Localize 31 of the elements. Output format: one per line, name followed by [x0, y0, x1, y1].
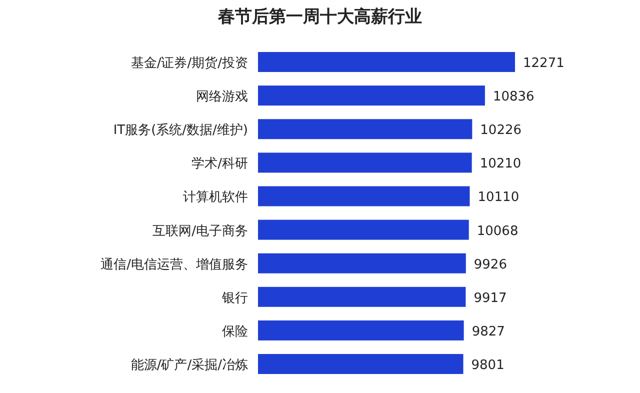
bar	[258, 152, 472, 173]
data-label: 9917	[474, 290, 507, 306]
bar	[258, 52, 515, 72]
bar	[258, 119, 472, 140]
bar	[258, 220, 469, 240]
bar	[258, 253, 466, 274]
chart-title: 春节后第一周十大高薪行业	[217, 7, 422, 27]
data-label: 9801	[471, 358, 504, 373]
data-label: 10068	[476, 224, 518, 239]
data-label: 12271	[523, 56, 564, 71]
data-label: 10110	[478, 190, 520, 206]
data-label: 10836	[492, 90, 534, 105]
bar	[258, 354, 464, 374]
y-tick-label: IT服务(系统/数据/维护)	[113, 123, 248, 138]
y-tick-label: 计算机软件	[183, 190, 248, 206]
data-label: 10226	[480, 123, 522, 138]
data-label: 9827	[472, 324, 505, 340]
bar	[258, 186, 470, 206]
y-tick-label: 能源/矿产/采掘/冶炼	[130, 358, 248, 373]
data-label: 9926	[474, 257, 507, 272]
y-tick-label: 银行	[221, 290, 248, 306]
bar	[258, 320, 464, 340]
data-label: 10210	[480, 156, 522, 172]
y-tick-label: 通信/电信运营、增值服务	[100, 257, 248, 272]
bar	[258, 286, 466, 307]
y-tick-label: 基金/证券/期货/投资	[130, 56, 248, 71]
bar	[258, 86, 485, 106]
y-tick-label: 保险	[222, 324, 248, 340]
y-tick-label: 网络游戏	[196, 90, 248, 105]
y-tick-label: 学术/科研	[192, 156, 248, 172]
y-tick-label: 互联网/电子商务	[152, 224, 248, 239]
